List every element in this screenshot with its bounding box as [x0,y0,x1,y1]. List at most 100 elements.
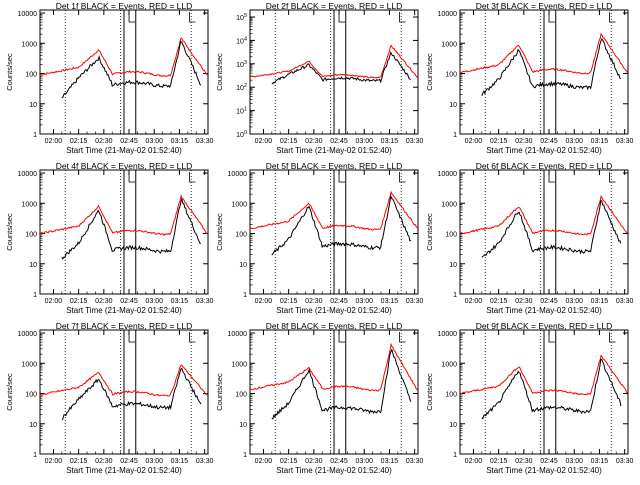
panel-title: Det 2f BLACK = Events, RED = LLD [266,1,403,11]
panel-title: Det 3f BLACK = Events, RED = LLD [476,1,613,11]
bracket-marker-b [189,12,196,23]
y-tick-label: 104 [236,36,247,45]
bracket-marker-a [548,12,556,23]
x-tick-label: 03:15 [381,138,399,145]
lld-series-line [39,37,208,77]
lld-series-line [249,342,418,392]
lld-series-line [459,195,628,236]
detector-panel-6: Det 6f BLACK = Events, RED = LLD Counts/s… [425,161,633,315]
x-tick-label: 02:45 [540,298,558,305]
y-tick-label: 1000 [21,41,37,48]
events-series-line [271,50,411,85]
events-series-line [481,38,621,96]
x-tick-label: 02:15 [490,298,508,305]
y-tick-label: 1 [453,452,457,459]
x-tick-label: 02:30 [305,458,323,465]
bracket-marker-b [399,12,406,23]
x-tick-label: 02:45 [540,138,558,145]
panel-title: Det 5f BLACK = Events, RED = LLD [266,161,403,171]
y-tick-label: 10000 [438,171,458,178]
detector-panel-3: Det 3f BLACK = Events, RED = LLD Counts/s… [425,1,633,155]
x-axis-label: Start Time (21-May-02 01:52:40) [276,306,392,315]
x-tick-label: 02:00 [465,138,483,145]
y-tick-label: 10 [29,422,37,429]
y-tick-label: 10000 [18,171,38,178]
x-tick-label: 03:15 [171,138,189,145]
y-tick-label: 1 [33,132,37,139]
x-tick-label: 02:00 [465,458,483,465]
y-axis-label: Counts/sec [215,53,224,91]
x-tick-label: 03:15 [381,298,399,305]
x-tick-label: 03:30 [196,298,214,305]
y-tick-label: 1000 [441,41,457,48]
x-tick-label: 03:30 [406,138,424,145]
x-tick-label: 03:30 [616,138,634,145]
events-series-line [481,358,622,420]
y-tick-label: 10000 [18,11,38,18]
x-tick-label: 02:15 [280,458,298,465]
x-axis-label: Start Time (21-May-02 01:52:40) [66,146,182,155]
x-tick-label: 02:15 [70,138,88,145]
y-tick-label: 1 [33,452,37,459]
y-axis-label: Counts/sec [215,213,224,251]
panel-title: Det 6f BLACK = Events, RED = LLD [476,161,613,171]
detector-panel-7: Det 7f BLACK = Events, RED = LLD Counts/s… [5,321,213,475]
x-tick-label: 03:30 [406,458,424,465]
y-tick-label: 100 [236,130,247,139]
bracket-marker-a [548,172,556,183]
x-tick-label: 02:15 [70,298,88,305]
x-tick-label: 02:30 [95,458,113,465]
panel-title: Det 1f BLACK = Events, RED = LLD [56,1,193,11]
y-tick-label: 10000 [438,331,458,338]
x-tick-label: 02:30 [515,458,533,465]
y-tick-label: 100 [25,232,37,239]
x-tick-label: 02:30 [305,298,323,305]
bracket-marker-a [338,12,346,23]
x-tick-label: 03:00 [145,458,163,465]
x-tick-label: 02:15 [280,298,298,305]
panel-title: Det 4f BLACK = Events, RED = LLD [56,161,193,171]
lld-series-line [459,354,628,396]
x-tick-label: 02:00 [45,138,63,145]
x-tick-label: 03:15 [591,458,609,465]
y-tick-label: 10 [29,102,37,109]
y-axis-label: Counts/sec [5,373,14,411]
y-tick-label: 10 [239,422,247,429]
bracket-marker-a [128,172,136,183]
x-tick-label: 02:45 [120,298,138,305]
bracket-marker-a [128,332,136,343]
x-tick-label: 03:00 [565,298,583,305]
bracket-marker-b [189,332,196,343]
y-tick-label: 10000 [228,171,248,178]
y-axis-label: Counts/sec [425,53,434,91]
x-axis-label: Start Time (21-May-02 01:52:40) [66,306,182,315]
x-tick-label: 03:00 [565,138,583,145]
bracket-marker-a [338,332,346,343]
x-tick-label: 02:45 [120,138,138,145]
x-tick-label: 03:00 [355,298,373,305]
x-tick-label: 03:00 [355,458,373,465]
x-tick-label: 02:00 [255,298,273,305]
y-tick-label: 1000 [21,201,37,208]
x-tick-label: 02:00 [45,298,63,305]
bracket-marker-b [609,172,616,183]
y-tick-label: 10 [239,262,247,269]
y-tick-label: 1 [243,292,247,299]
bracket-marker-b [609,12,616,23]
y-axis-label: Counts/sec [5,213,14,251]
lld-series-line [39,364,208,397]
x-tick-label: 03:00 [145,298,163,305]
y-tick-label: 1000 [441,361,457,368]
y-tick-label: 10 [449,102,457,109]
x-tick-label: 02:15 [490,458,508,465]
x-tick-label: 03:15 [171,298,189,305]
detector-panel-2: Det 2f BLACK = Events, RED = LLD Counts/s… [215,1,423,155]
y-axis-label: Counts/sec [425,373,434,411]
y-tick-label: 1000 [441,201,457,208]
y-tick-label: 1000 [231,201,247,208]
panel-title: Det 7f BLACK = Events, RED = LLD [56,321,193,331]
x-tick-label: 02:30 [95,138,113,145]
y-tick-label: 100 [25,72,37,79]
